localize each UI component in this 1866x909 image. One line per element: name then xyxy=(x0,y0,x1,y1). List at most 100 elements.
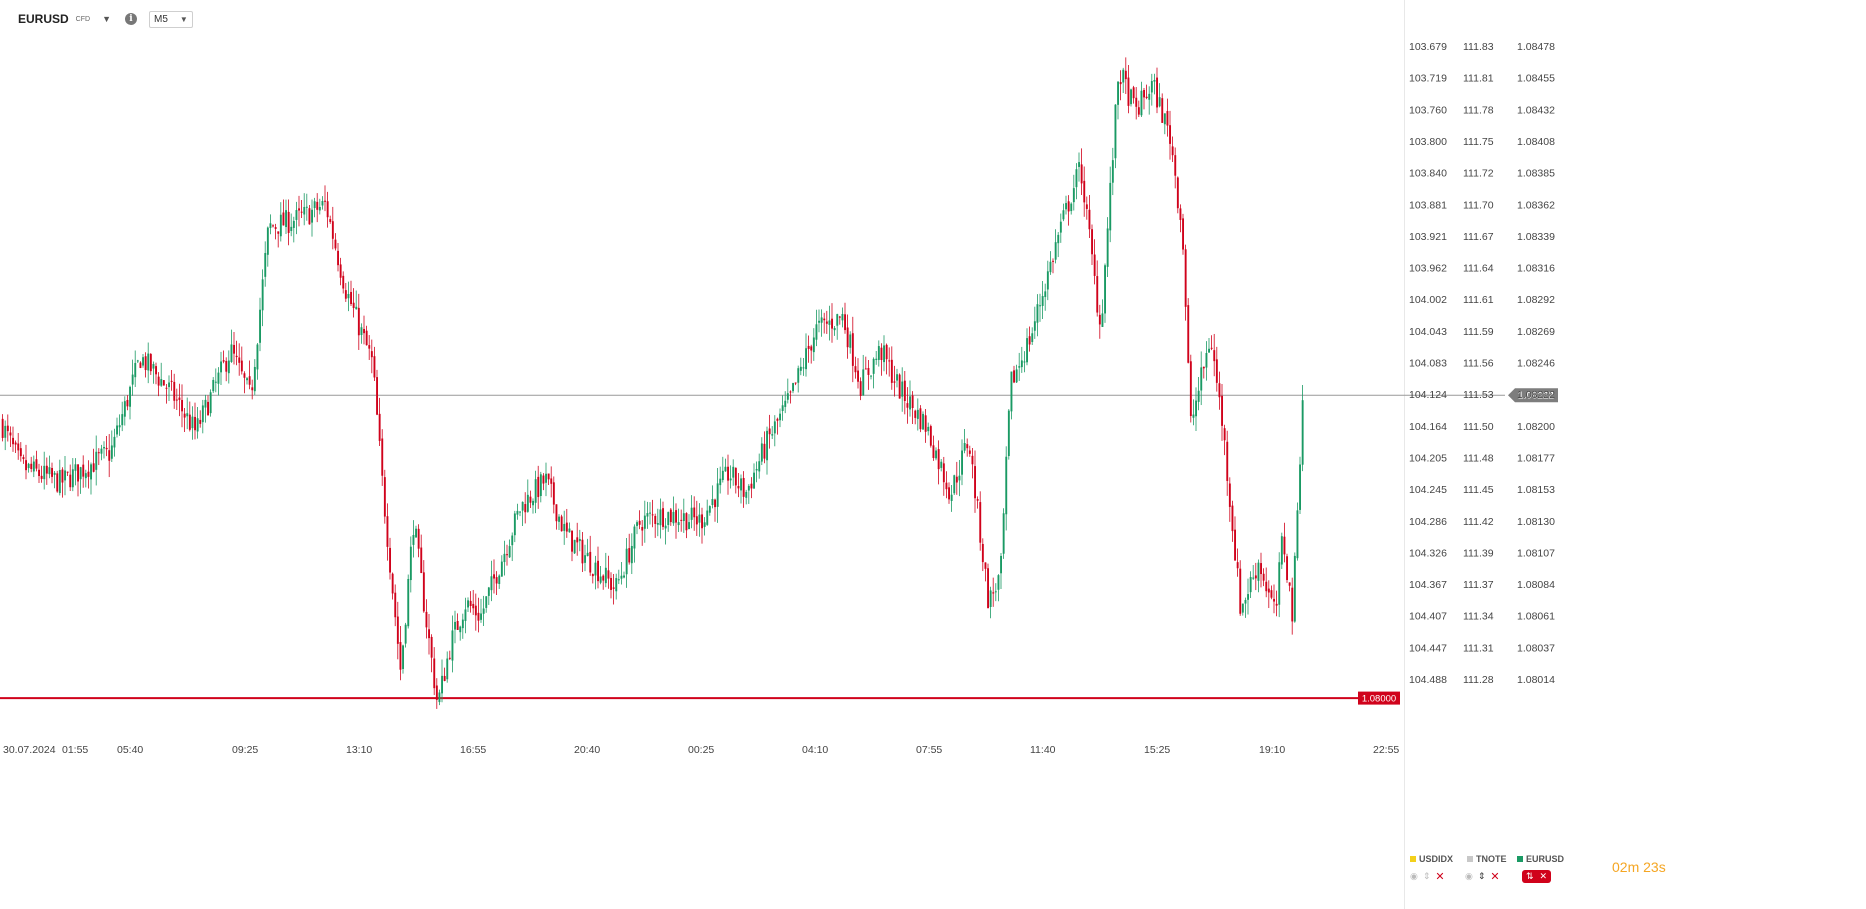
eurusd-color-swatch xyxy=(1517,856,1523,862)
y-tick-label-usdidx: 104.367 xyxy=(1409,579,1447,591)
y-tick-label-eurusd: 1.08455 xyxy=(1517,73,1555,85)
candle-body xyxy=(1213,350,1216,362)
overlay-usdidx-controls: ◉ ⇕ ✕ xyxy=(1410,870,1445,883)
candle-body xyxy=(890,359,893,383)
candle-body xyxy=(1270,590,1273,598)
candle-body xyxy=(1091,229,1093,255)
candle-body xyxy=(324,200,326,202)
candle-body xyxy=(233,344,235,354)
candle-body xyxy=(230,344,233,362)
candle-body xyxy=(97,452,100,454)
overlay-usdidx[interactable]: USDIDX xyxy=(1410,854,1453,864)
candle-body xyxy=(753,472,755,489)
candle-body xyxy=(446,658,449,680)
candle-body xyxy=(922,413,924,430)
candle-body xyxy=(636,522,638,526)
candle-body xyxy=(87,471,90,477)
up-down-arrows-icon[interactable]: ⇕ xyxy=(1477,871,1486,882)
candle-body xyxy=(859,381,862,396)
candle-body xyxy=(383,477,386,517)
x-tick-label: 19:10 xyxy=(1259,744,1285,756)
candle-body xyxy=(1239,568,1242,614)
candle-body xyxy=(508,546,511,558)
candle-body xyxy=(435,685,438,700)
candle-body xyxy=(1273,598,1275,602)
close-icon[interactable]: ✕ xyxy=(1435,870,1445,883)
candle-body xyxy=(760,443,763,462)
candle-body xyxy=(781,405,784,412)
candle-body xyxy=(519,511,521,513)
candle-body xyxy=(360,327,363,336)
y-tick-label-usdidx: 103.840 xyxy=(1409,168,1447,180)
candle-body xyxy=(1169,125,1171,144)
y-tick-label-eurusd: 1.08061 xyxy=(1517,611,1555,623)
overlay-tnote[interactable]: TNOTE xyxy=(1467,854,1507,864)
eye-icon[interactable]: ◉ xyxy=(1410,871,1418,882)
up-down-arrows-icon[interactable]: ⇕ xyxy=(1422,871,1431,882)
candle-body xyxy=(883,345,885,363)
candle-body xyxy=(542,475,545,484)
candles-icon[interactable]: ⇅ xyxy=(1526,871,1534,882)
candle-body xyxy=(1114,104,1117,159)
overlay-eurusd[interactable]: EURUSD xyxy=(1517,854,1564,864)
candle-body xyxy=(932,445,935,458)
candle-body xyxy=(459,626,462,633)
candle-body xyxy=(1249,577,1252,593)
candle-body xyxy=(248,376,251,385)
candle-body xyxy=(971,455,974,465)
candle-body xyxy=(269,223,272,228)
candle-body xyxy=(792,383,794,392)
candle-body xyxy=(576,537,579,543)
candle-body xyxy=(222,360,225,362)
current-price-badge xyxy=(1508,388,1558,403)
candle-body xyxy=(285,210,287,228)
timeframe-select[interactable]: M5 ▼ xyxy=(148,10,193,28)
candle-body xyxy=(623,575,625,578)
candle-body xyxy=(747,485,750,491)
candle-body xyxy=(526,494,529,512)
candle-body xyxy=(108,450,111,461)
candle-body xyxy=(646,513,649,517)
candle-body xyxy=(274,227,277,229)
candle-body xyxy=(1085,204,1088,209)
info-icon[interactable]: i xyxy=(124,13,137,25)
candle-body xyxy=(851,333,854,366)
candle-body xyxy=(810,346,813,351)
candle-body xyxy=(586,552,589,557)
candle-body xyxy=(862,369,865,396)
candle-body xyxy=(945,482,948,490)
candle-body xyxy=(854,366,857,373)
eye-icon[interactable]: ◉ xyxy=(1465,871,1473,882)
candle-body xyxy=(963,443,966,451)
overlay-eurusd-actions[interactable]: ⇅ ✕ xyxy=(1522,870,1552,883)
y-tick-label-tnote: 111.59 xyxy=(1463,326,1494,338)
candle-body xyxy=(461,619,464,629)
candle-body xyxy=(805,348,807,370)
candle-body xyxy=(1005,456,1008,515)
candle-body xyxy=(1065,203,1067,210)
candle-body xyxy=(279,214,282,237)
candle-body xyxy=(238,357,241,363)
x-tick-label: 05:40 xyxy=(117,744,143,756)
candle-body xyxy=(77,464,79,482)
candle-body xyxy=(552,482,555,505)
candle-body xyxy=(506,554,508,556)
candle-body xyxy=(1080,164,1083,184)
candle-body xyxy=(355,306,358,310)
candle-body xyxy=(573,539,576,554)
candle-body xyxy=(987,568,989,609)
y-tick-label-usdidx: 104.245 xyxy=(1409,484,1447,496)
candle-body xyxy=(191,416,194,429)
close-icon[interactable]: ✕ xyxy=(1490,870,1500,883)
symbol-label[interactable]: EURUSD xyxy=(18,12,69,26)
level-line-badge[interactable] xyxy=(1358,691,1400,705)
candle-body xyxy=(334,239,337,249)
x-tick-label: 13:10 xyxy=(346,744,372,756)
chevron-down-icon[interactable]: ▼ xyxy=(102,14,111,24)
close-icon[interactable]: ✕ xyxy=(1539,871,1548,882)
candle-body xyxy=(680,519,683,521)
candle-body xyxy=(417,528,420,549)
candles-group xyxy=(1,57,1304,709)
countdown-seconds-unit: s xyxy=(1658,859,1666,875)
